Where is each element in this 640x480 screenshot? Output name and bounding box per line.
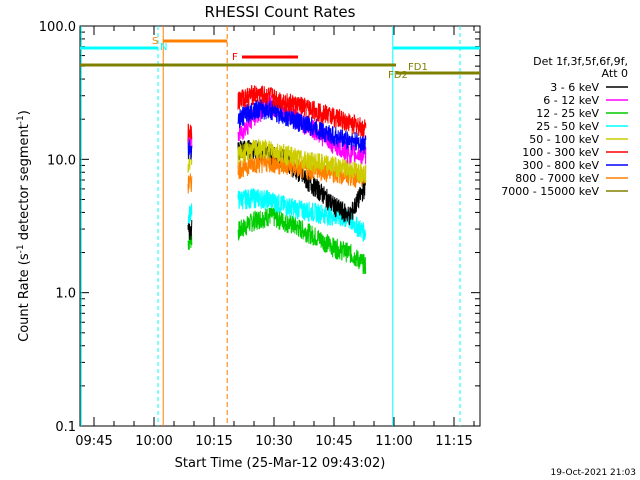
y-label-sup2: -1 (16, 115, 26, 124)
x-tick-label: 10:15 (195, 434, 232, 449)
series-line-segment (187, 220, 193, 240)
legend-item-label: 50 - 100 keV (529, 133, 599, 146)
x-tick-label: 11:00 (375, 434, 412, 449)
interval-label: FD2 (388, 70, 408, 81)
x-tick-label: 10:00 (135, 434, 172, 449)
y-label-end: ) (17, 110, 32, 115)
y-label-main: Count Rate (s (17, 253, 32, 342)
y-tick-label: 0.1 (55, 420, 76, 435)
legend-item-label: 7000 - 15000 keV (501, 185, 599, 198)
legend-item-label: 100 - 300 keV (522, 146, 599, 159)
x-tick-label: 11:15 (435, 434, 472, 449)
legend-item-label: 25 - 50 keV (536, 120, 599, 133)
series-line-segment (237, 138, 367, 184)
y-tick-label: 100.0 (39, 20, 76, 35)
series-line-segment (187, 203, 193, 227)
chart-title: RHESSI Count Rates (205, 3, 356, 21)
y-axis-label: Count Rate (s-1 detector segment-1) (16, 110, 32, 342)
y-tick-label: 10.0 (47, 153, 76, 168)
x-axis: 09:45 10:00 10:15 10:30 10:45 11:00 11:15 (75, 26, 475, 449)
interval-label: FD1 (408, 62, 428, 73)
x-tick-label: 10:45 (315, 434, 352, 449)
footer-date: 19-Oct-2021 21:03 (551, 468, 636, 478)
y-label-mid: detector segment (17, 124, 32, 244)
series-line-segment (187, 173, 193, 194)
legend-header: Att 0 (602, 67, 628, 80)
series-line-segment (237, 207, 367, 275)
legend-header: Det 1f,3f,5f,6f,9f, (533, 55, 628, 68)
interval-label: N (160, 42, 167, 53)
series-line-segment (187, 123, 193, 142)
x-axis-label: Start Time (25-Mar-12 09:43:02) (175, 456, 386, 471)
plot-border (79, 25, 481, 427)
series-line-segment (237, 84, 367, 138)
legend-item-label: 12 - 25 keV (536, 107, 599, 120)
series-layer (187, 84, 367, 275)
x-tick-label: 10:30 (255, 434, 292, 449)
interval-label: F (232, 52, 238, 63)
plot-frame (79, 25, 481, 427)
y-tick-label: 1.0 (55, 287, 76, 302)
x-tick-label: 09:45 (75, 434, 112, 449)
legend-item-label: 6 - 12 keV (543, 94, 599, 107)
legend-item-label: 3 - 6 keV (550, 81, 599, 94)
series-line-segment (237, 99, 367, 154)
legend-item-label: 300 - 800 keV (522, 159, 599, 172)
series-line-segment (187, 139, 193, 160)
legend-item-label: 800 - 7000 keV (515, 172, 599, 185)
y-label-sup1: -1 (16, 244, 26, 253)
interval-label: S (152, 36, 158, 47)
